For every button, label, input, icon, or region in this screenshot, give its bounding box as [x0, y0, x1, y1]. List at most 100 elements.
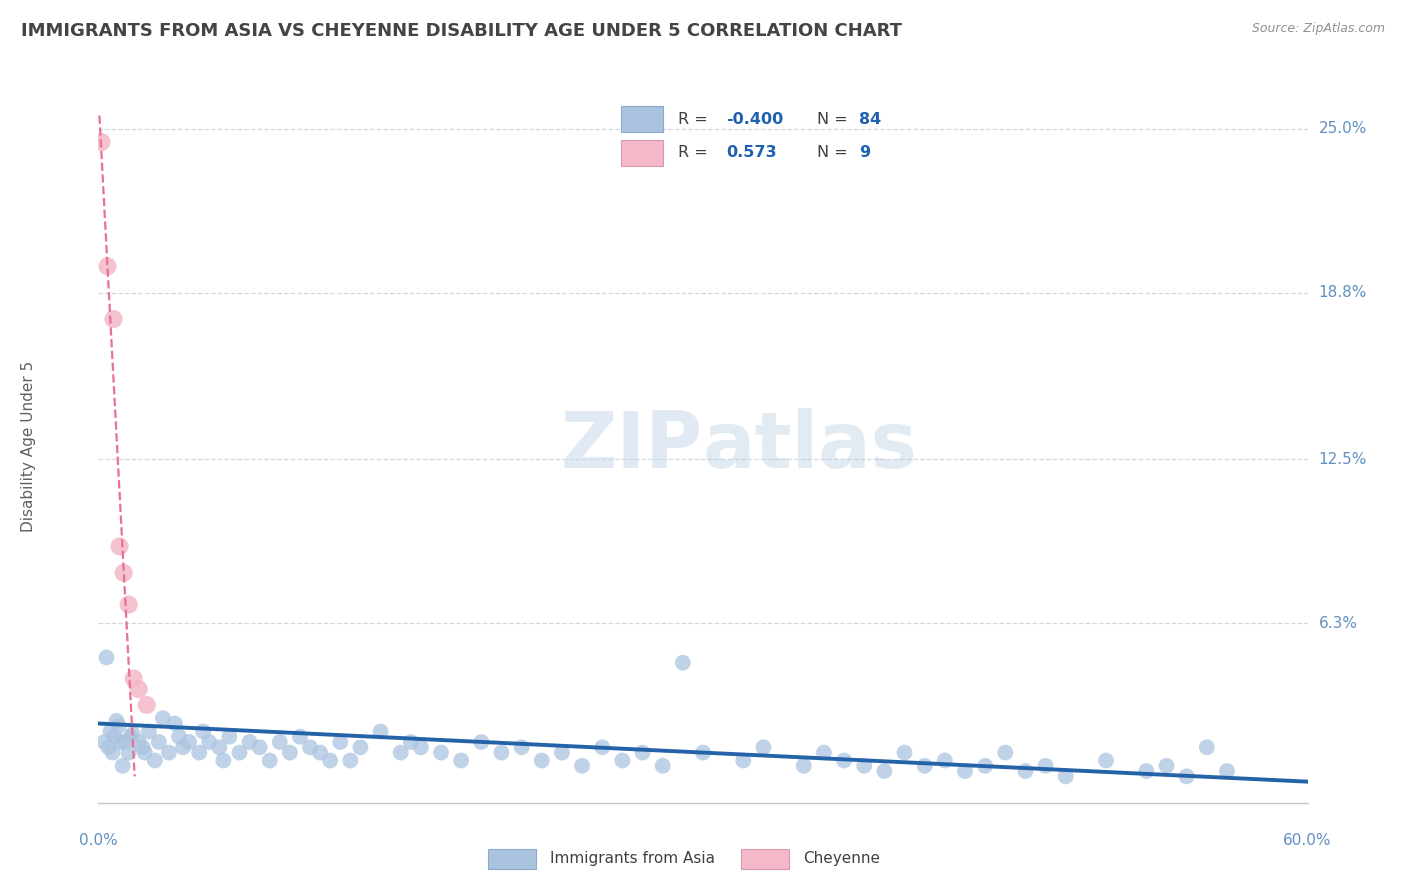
Point	[309, 746, 332, 760]
Point	[105, 714, 128, 728]
Point	[914, 759, 936, 773]
Point	[450, 754, 472, 768]
Point	[612, 754, 634, 768]
Point	[953, 764, 976, 778]
Text: Immigrants from Asia: Immigrants from Asia	[550, 851, 716, 866]
Point	[107, 719, 129, 733]
Point	[121, 727, 143, 741]
Point	[793, 759, 815, 773]
Point	[571, 759, 593, 773]
Point	[103, 730, 125, 744]
Point	[96, 650, 118, 665]
Point	[179, 735, 201, 749]
Point	[259, 754, 281, 768]
Point	[1216, 764, 1239, 778]
Point	[97, 740, 120, 755]
Point	[339, 754, 361, 768]
Point	[278, 746, 301, 760]
Point	[329, 735, 352, 749]
Text: 6.3%: 6.3%	[1319, 615, 1358, 631]
Point	[112, 566, 135, 580]
Point	[651, 759, 673, 773]
Point	[132, 740, 155, 755]
Point	[370, 724, 392, 739]
Point	[172, 740, 194, 755]
Point	[974, 759, 997, 773]
Point	[111, 759, 134, 773]
Point	[122, 672, 145, 686]
Point	[110, 735, 132, 749]
Point	[100, 724, 122, 739]
Point	[510, 740, 533, 755]
Point	[120, 730, 142, 744]
Point	[389, 746, 412, 760]
Point	[349, 740, 371, 755]
Point	[832, 754, 855, 768]
Text: IMMIGRANTS FROM ASIA VS CHEYENNE DISABILITY AGE UNDER 5 CORRELATION CHART: IMMIGRANTS FROM ASIA VS CHEYENNE DISABIL…	[21, 22, 903, 40]
Point	[1156, 759, 1178, 773]
Point	[1014, 764, 1036, 778]
Point	[212, 754, 235, 768]
Point	[101, 746, 124, 760]
Text: 12.5%: 12.5%	[1319, 451, 1367, 467]
Point	[188, 746, 211, 760]
Point	[299, 740, 322, 755]
Point	[118, 598, 141, 612]
Point	[1035, 759, 1057, 773]
Point	[591, 740, 613, 755]
Point	[873, 764, 896, 778]
Point	[1195, 740, 1218, 755]
Point	[138, 724, 160, 739]
Text: 0.573: 0.573	[727, 145, 778, 161]
Text: R =: R =	[678, 145, 713, 161]
Point	[934, 754, 956, 768]
Point	[1095, 754, 1118, 768]
Text: R =: R =	[678, 112, 713, 127]
Point	[218, 730, 240, 744]
Point	[157, 746, 180, 760]
FancyBboxPatch shape	[620, 106, 664, 132]
Text: 9: 9	[859, 145, 870, 161]
Point	[813, 746, 835, 760]
Point	[108, 540, 131, 554]
Point	[1054, 769, 1077, 783]
Text: 84: 84	[859, 112, 882, 127]
Point	[118, 746, 141, 760]
Point	[1135, 764, 1157, 778]
Point	[148, 735, 170, 749]
Point	[733, 754, 755, 768]
Text: ZIP: ZIP	[561, 408, 703, 484]
Text: 18.8%: 18.8%	[1319, 285, 1367, 301]
Point	[143, 754, 166, 768]
Text: Source: ZipAtlas.com: Source: ZipAtlas.com	[1251, 22, 1385, 36]
Point	[853, 759, 876, 773]
Text: N =: N =	[817, 112, 853, 127]
Point	[491, 746, 513, 760]
Point	[114, 735, 136, 749]
Point	[134, 746, 156, 760]
Point	[167, 730, 190, 744]
Point	[752, 740, 775, 755]
Point	[530, 754, 553, 768]
Point	[399, 735, 422, 749]
Point	[152, 711, 174, 725]
Point	[135, 698, 157, 712]
Text: Cheyenne: Cheyenne	[803, 851, 880, 866]
FancyBboxPatch shape	[620, 140, 664, 166]
Text: 60.0%: 60.0%	[1284, 833, 1331, 848]
Point	[208, 740, 231, 755]
Point	[128, 735, 150, 749]
Point	[470, 735, 492, 749]
Text: Disability Age Under 5: Disability Age Under 5	[21, 360, 37, 532]
Point	[96, 260, 118, 274]
Point	[692, 746, 714, 760]
Point	[198, 735, 221, 749]
Point	[409, 740, 432, 755]
Point	[1175, 769, 1198, 783]
Point	[551, 746, 574, 760]
Point	[128, 682, 150, 697]
Point	[228, 746, 250, 760]
Text: 0.0%: 0.0%	[79, 833, 118, 848]
Point	[93, 735, 115, 749]
Point	[288, 730, 311, 744]
